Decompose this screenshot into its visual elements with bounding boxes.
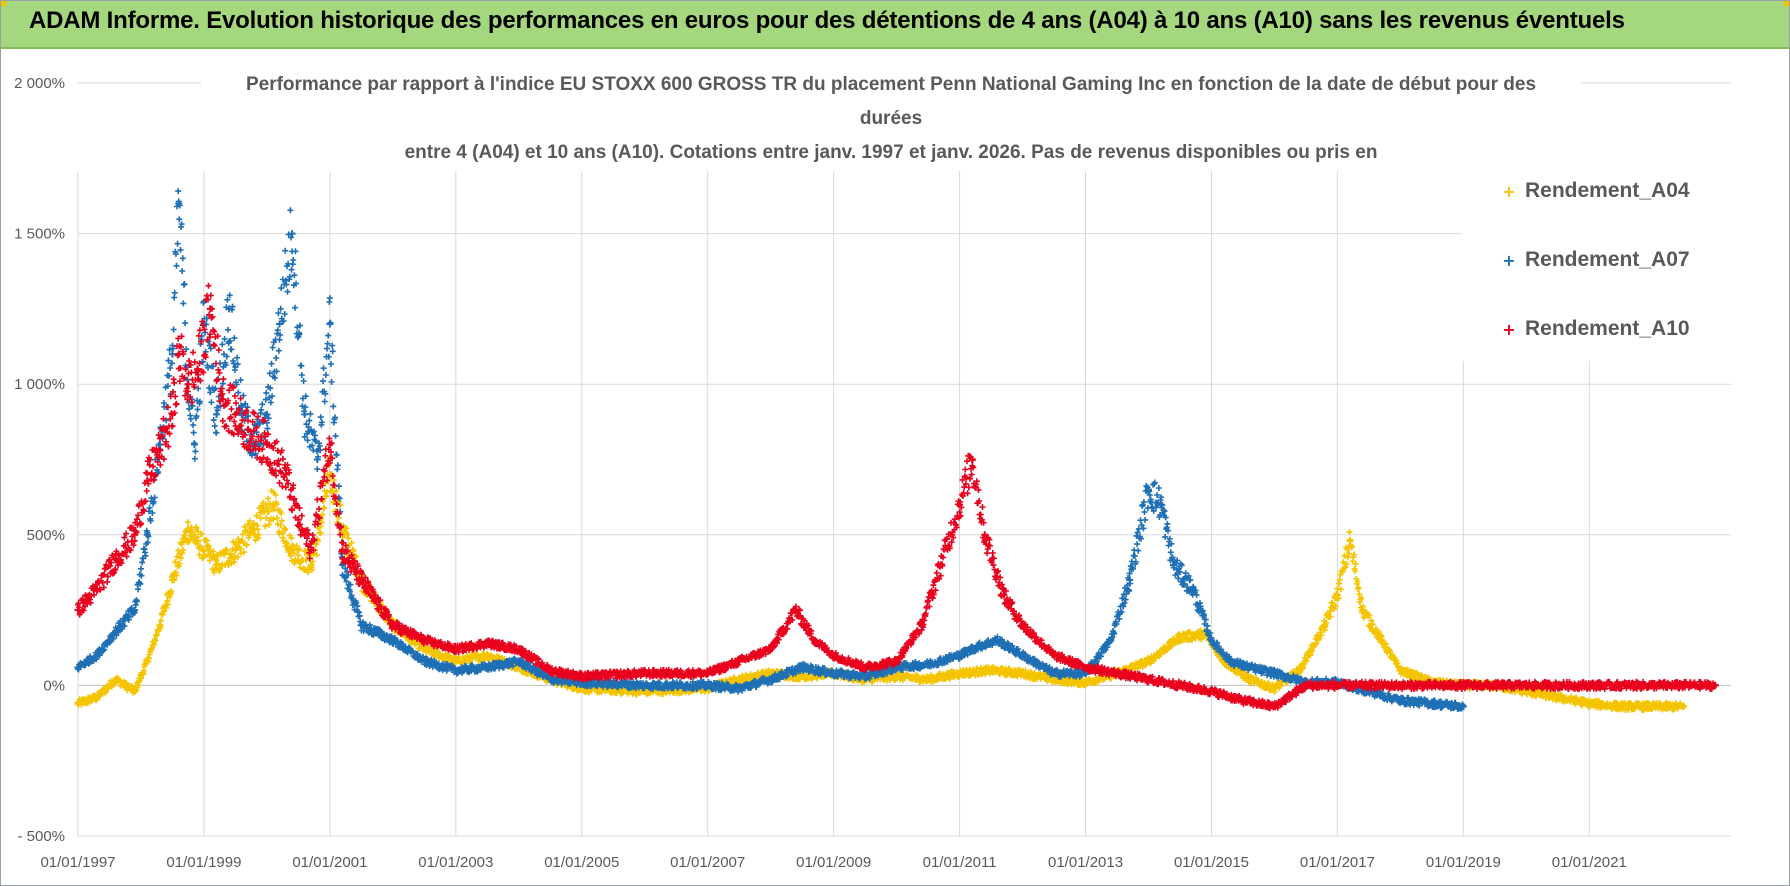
x-tick-label: 01/01/1999 xyxy=(166,854,241,871)
x-tick-label: 01/01/2003 xyxy=(418,854,493,871)
legend-marker-a10: + xyxy=(1502,320,1515,339)
legend-label-a07: Rendement_A07 xyxy=(1525,248,1690,271)
report-banner: ADAM Informe. Evolution historique des p… xyxy=(1,1,1789,49)
corner-accent-left xyxy=(1,1,6,6)
legend-item-a07: + Rendement_A07 xyxy=(1502,248,1689,271)
data-point xyxy=(168,350,176,358)
legend-marker-a04: + xyxy=(1502,182,1515,201)
data-point xyxy=(184,380,192,388)
legend-background xyxy=(1461,161,1731,361)
chart-title: Performance par rapport à l'indice EU ST… xyxy=(201,65,1581,171)
chart-title-line-3: entre 4 (A04) et 10 ans (A10). Cotations… xyxy=(405,142,1378,163)
x-tick-label: 01/01/2021 xyxy=(1552,854,1627,871)
x-tick-label: 01/01/2015 xyxy=(1174,854,1249,871)
x-tick-label: 01/01/2013 xyxy=(1048,854,1123,871)
legend-item-a10: + Rendement_A10 xyxy=(1502,317,1689,340)
corner-accent-right xyxy=(1784,1,1789,6)
x-tick-label: 01/01/2009 xyxy=(796,854,871,871)
banner-title: ADAM Informe. Evolution historique des p… xyxy=(29,7,1625,34)
series-point-cloud xyxy=(75,282,1718,712)
chart-title-line-1: Performance par rapport à l'indice EU ST… xyxy=(246,74,1536,95)
x-tick-label: 01/01/2005 xyxy=(544,854,619,871)
y-tick-label: 1 500% xyxy=(14,226,65,243)
legend-label-a10: Rendement_A10 xyxy=(1525,317,1690,340)
x-tick-label: 01/01/2007 xyxy=(670,854,745,871)
data-point xyxy=(231,410,239,418)
legend-marker-a07: + xyxy=(1502,251,1515,270)
data-point xyxy=(156,446,164,454)
y-tick-label: 500% xyxy=(27,527,65,544)
legend: + Rendement_A04 + Rendement_A07 + Rendem… xyxy=(1461,161,1731,361)
x-tick-label: 01/01/2011 xyxy=(923,854,997,871)
y-tick-label: 1 000% xyxy=(14,376,65,393)
x-tick-label: 01/01/2001 xyxy=(292,854,367,871)
y-tick-label: 0% xyxy=(43,677,65,694)
data-point xyxy=(213,410,221,418)
legend-label-a04: Rendement_A04 xyxy=(1525,179,1690,202)
axes: 2 000% 1 500% 1 000% 500% 0% - 500% 01/01/1997… xyxy=(14,75,1627,871)
title-background xyxy=(201,65,1581,171)
y-tick-label: 2 000% xyxy=(14,75,65,92)
y-tick-label: - 500% xyxy=(17,828,65,845)
grid-lines xyxy=(77,82,1731,837)
x-tick-label: 01/01/2017 xyxy=(1300,854,1375,871)
x-tick-label: 01/01/2019 xyxy=(1426,854,1501,871)
x-tick-label: 01/01/1997 xyxy=(40,854,115,871)
series-Rendement_A10 xyxy=(74,282,1719,712)
data-points xyxy=(74,188,1719,714)
legend-item-a04: + Rendement_A04 xyxy=(1502,179,1690,202)
chart-title-line-2: durées xyxy=(860,108,922,129)
